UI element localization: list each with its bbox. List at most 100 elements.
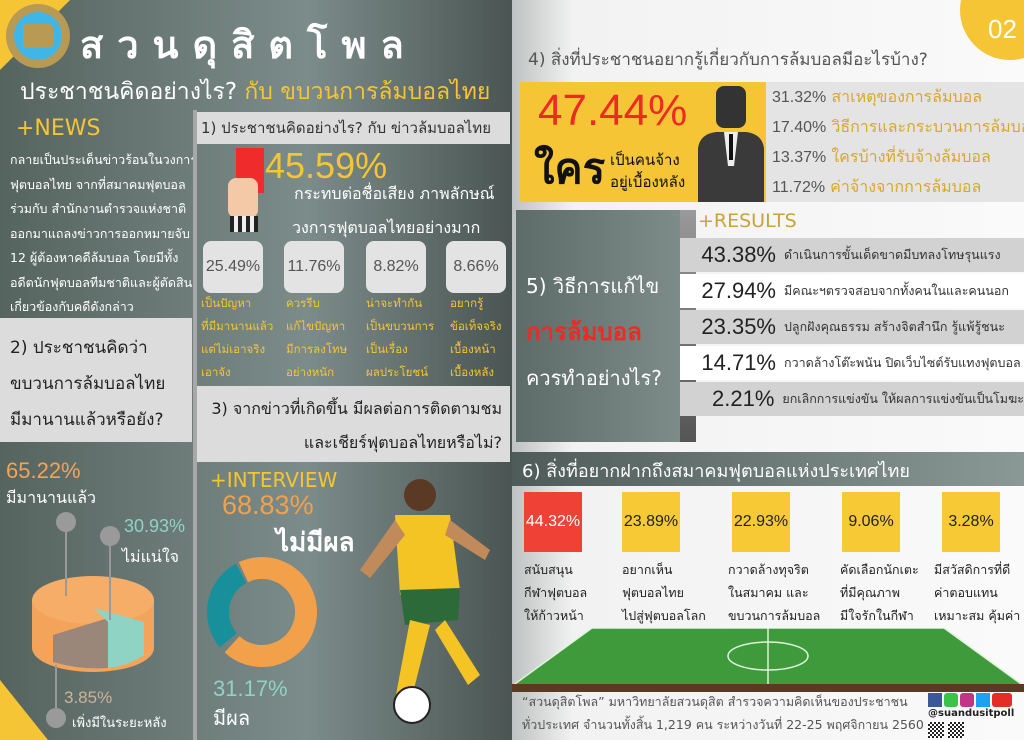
interview-label: +INTERVIEW [210,468,338,492]
news-line: ร่วมกับ สำนักงานตำรวจแห่งชาติ [10,201,187,216]
section1-main-text: กระทบต่อชื่อเสียง ภาพลักษณ์ [294,184,495,203]
slice-value-recent: 3.85% [64,688,113,707]
pin-marker [46,708,66,728]
pie-chart-3d [0,512,154,740]
businessman-silhouette-icon [698,86,764,202]
section5-title-2: การล้มบอล [526,318,642,346]
section1-value-box: 8.66% [446,241,506,293]
red-card-hand-icon [228,148,278,233]
no-effect-label: ไม่มีผล [276,528,355,558]
section5-title-3: ควรทำอย่างไร? [526,366,662,390]
logo [6,4,70,68]
slice-label-long: มีมานานแล้ว [6,488,97,507]
section3-title-box: 3) จากข่าวที่เกิดขึ้น มีผลต่อการติดตามชม… [197,386,510,462]
youtube-icon[interactable] [992,693,1012,707]
section1-item-label: น่าจะทำกัน เป็นขบวนการ เป็นเรื่อง ผลประโยชน… [366,296,435,379]
pie-slice-unsure [94,608,144,668]
donut-chart [207,557,317,667]
main-title: ประชาชนคิดอย่างไร? กับ ขบวนการล้มบอลไทย [20,74,490,110]
result-row: 27.94% มีคณะฯตรวจสอบจากทั้งคนในและคนนอก [680,274,1024,308]
section1-value-box: 25.49% [203,241,263,293]
news-line: ฟุตบอลไทย จากที่สมาคมฟุตบอล [10,176,186,192]
wish-value-box: 3.28% [942,492,1000,552]
result-row: 14.71% กวาดล้างโต๊ะพนัน ปิดเว็บไซต์รับแทง… [680,346,1024,380]
football-field-illustration [512,628,1024,687]
section1-title: 1) ประชาชนคิดอย่างไร? กับ ข่าวล้มบอลไทย [197,112,510,144]
section3-title-line: และเชียร์ฟุตบอลไทยหรือไม่? [303,433,502,452]
results-list: 43.38% ดำเนินการขั้นเด็ดขาดมีบทลงโทษรุนแร… [680,238,1024,418]
section6-title: 6) สิ่งที่อยากฝากถึงสมาคมฟุตบอลแห่งประเท… [512,452,1024,486]
section2-title-line: มีมานานแล้วหรือยัง? [10,410,164,430]
pin-marker [100,526,120,546]
section1-value-box: 8.82% [366,241,426,293]
footer-line: ทั่วประเทศ จำนวนทั้งสิ้น 1,219 คน ระหว่า… [522,717,924,732]
wish-value-box: 9.06% [842,492,900,552]
section2-title-line: ขบวนการล้มบอลไทย [10,374,166,394]
wish-label: สนับสนุน กีฬาฟุตบอล ให้ก้าวหน้า [524,562,588,623]
qr-code [948,722,964,738]
pie-slice-long [32,576,154,624]
news-line: ออกมาแถลงข่าวการออกหมายจับ [10,225,190,241]
facebook-icon[interactable] [928,693,942,707]
section2-title-line: 2) ประชาชนคิดว่า [10,338,148,358]
social-handle: @suandusitpoll [928,708,1015,719]
result-row: 2.21% ยกเลิกการแข่งขัน ให้ผลการแข่งขันเป็… [680,382,1024,416]
effect-label: มีผล [213,706,251,730]
soccer-ball-icon [393,686,431,724]
section4-list: 31.32% สาเหตุของการล้มบอล 17.40% วิธีการ… [766,82,1024,202]
main-title-yellow: กับ ขบวนการล้มบอลไทย [244,79,491,105]
slice-label-recent: เพิ่งมีในระยะหลัง [72,716,167,731]
section1-item-label: ควรรีบ แก้ไขปัญหา มีการลงโทษ อย่างหนัก [286,296,348,379]
news-line: 12 ผู้ต้องหาคดีล้มบอล โดยมีทั้ง [10,250,179,265]
news-body: กลายเป็นประเด็นข่าวร้อนในวงการ ฟุตบอลไทย… [10,148,197,320]
section4-item: 11.72% ค่าจ้างจากการล้มบอล [772,177,982,196]
twitter-icon[interactable] [976,693,990,707]
section4-who: ใคร [534,144,606,193]
section3-title-line: 3) จากข่าวที่เกิดขึ้น มีผลต่อการติดตามชม [211,399,502,418]
effect-value: 31.17% [213,676,288,701]
right-page: 02 4) สิ่งที่ประชาชนอยากรู้เกี่ยวกับการล… [512,0,1024,740]
wish-value-box: 44.32% [524,492,582,552]
no-effect-value: 68.83% [222,490,314,520]
football-player-illustration [360,479,490,724]
wish-value-box: 22.93% [732,492,790,552]
page-number: 02 [988,14,1017,44]
wish-label: มีสวัสดิการที่ดี ค่าตอบแทน เหมาะสม คุ้มค่า [934,562,1021,623]
column-divider [193,110,197,740]
wish-value-box: 23.89% [622,492,680,552]
slice-value-long: 65.22% [6,458,81,483]
news-line: เกี่ยวข้องกับคดีดังกล่าว [10,299,134,314]
instagram-icon[interactable] [960,693,974,707]
wish-label: คัดเลือกนักเตะ ที่มีคุณภาพ มีใจรักในกีฬา [840,562,919,623]
section1-item-label: อยากรู้ ข้อเท็จจริง เบื้องหน้า เบื้องหลัง [450,296,502,379]
slice-value-unsure: 30.93% [124,516,186,536]
field-border [512,684,1024,692]
corner-accent [0,680,48,740]
brand-title: สวนดุสิตโพล [80,23,418,67]
news-label: +NEWS [16,116,101,141]
section1-item-label: เป็นปัญหา ที่มีมานานแล้ว แต่ไม่เอาจริง เอาจ… [201,296,274,379]
section1-main-value: 45.59% [265,145,388,186]
news-line: อดีตนักฟุตบอลทีมชาติและผู้ตัดสิน [10,274,193,290]
main-title-white: ประชาชนคิดอย่างไร? [20,79,238,105]
slice-label-unsure: ไม่แน่ใจ [122,547,180,566]
line-icon[interactable] [944,693,958,707]
section5-title-1: 5) วิธีการแก้ไข [526,274,660,298]
section4-main-value: 47.44% [538,86,688,135]
wish-label: กวาดล้างทุจริต ในสมาคม และ ขบวนการล้มบอล [728,562,821,623]
section1-main-text: วงการฟุตบอลไทยอย่างมาก [292,218,481,237]
result-row: 43.38% ดำเนินการขั้นเด็ดขาดมีบทลงโทษรุนแร… [680,238,1024,272]
section5-title-panel [516,210,680,442]
section4-title: 4) สิ่งที่ประชาชนอยากรู้เกี่ยวกับการล้มบ… [528,50,928,70]
qr-code [928,722,944,738]
result-row: 23.35% ปลูกฝังคุณธรรม สร้างจิตสำนึก รู้แพ… [680,310,1024,344]
donut-slice-no-effect [207,557,317,667]
section4-who-text: อยู่เบื้องหลัง [610,173,686,191]
footer-line: “สวนดุสิตโพล” มหาวิทยาลัยสวนดุสิต สำรวจค… [522,694,908,709]
news-line: กลายเป็นประเด็นข่าวร้อนในวงการ [10,152,198,167]
pie-slice-recent [53,618,108,669]
left-page: สวนดุสิตโพล ประชาชนคิดอย่างไร? กับ ขบวนก… [0,0,512,740]
results-label: +RESULTS [698,210,797,232]
wish-label: อยากเห็น ฟุตบอลไทย ไปสู่ฟุตบอลโลก [622,562,706,623]
section4-item: 13.37% ใครบ้างที่รับจ้างล้มบอล [772,147,991,166]
